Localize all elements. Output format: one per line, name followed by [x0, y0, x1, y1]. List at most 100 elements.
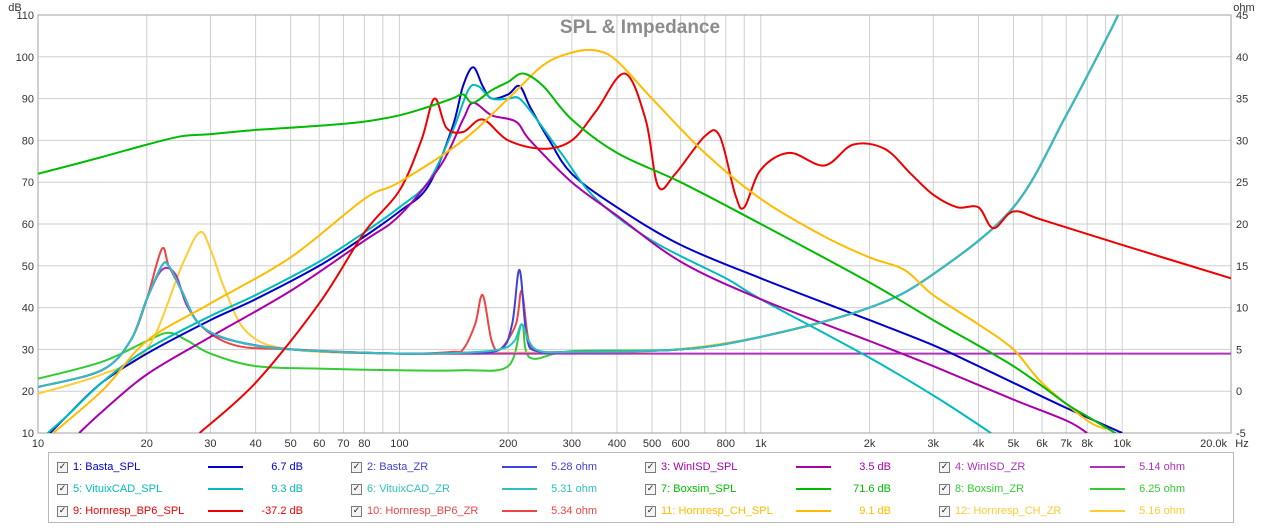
legend-line-swatch — [208, 488, 243, 490]
x-tick-label: 800 — [717, 438, 735, 450]
legend-series-name: 6: VituixCAD_ZR — [367, 483, 450, 495]
legend-series-value: 9.3 dB — [271, 483, 303, 495]
y-right-tick-label: -5 — [1236, 428, 1246, 440]
x-tick-label: 20 — [141, 438, 153, 450]
x-tick-label: 60 — [313, 438, 325, 450]
x-tick-label: 300 — [563, 438, 581, 450]
legend-checkbox[interactable]: ✓ — [939, 461, 950, 473]
legend-series-value: 6.25 ohm — [1139, 483, 1185, 495]
legend-item-hornresp-bp6-zr[interactable]: ✓ 10: Hornresp_BP6_ZR 5.34 ohm — [351, 501, 597, 521]
legend-checkbox[interactable]: ✓ — [645, 461, 656, 473]
y-right-tick-label: 15 — [1236, 261, 1248, 273]
series-line-winisd-spl — [78, 101, 1088, 433]
legend-item-vituixcad-spl[interactable]: ✓ 5: VituixCAD_SPL 9.3 dB — [57, 479, 303, 499]
x-tick-label: 4k — [973, 438, 985, 450]
left-axis-unit: dB — [8, 2, 21, 14]
series-line-vituixcad-zr — [38, 15, 1120, 388]
legend-line-swatch — [1090, 466, 1125, 468]
legend-series-value: -37.2 dB — [261, 505, 303, 517]
legend-series-name: 5: VituixCAD_SPL — [73, 483, 163, 495]
legend-line-swatch — [208, 466, 243, 468]
y-left-tick-label: 60 — [22, 219, 34, 231]
y-left-ticks: 10 20 30 40 50 60 70 80 90 100 110 — [16, 10, 34, 440]
legend-line-swatch — [796, 510, 831, 512]
x-tick-label: 2k — [864, 438, 876, 450]
legend-checkbox[interactable]: ✓ — [57, 461, 68, 473]
legend-series-name: 1: Basta_SPL — [73, 461, 141, 473]
legend-series-value: 5.34 ohm — [551, 505, 597, 517]
legend-checkbox[interactable]: ✓ — [645, 483, 656, 495]
legend-line-swatch — [1090, 510, 1125, 512]
legend: ✓ 1: Basta_SPL 6.7 dB ✓ 2: Basta_ZR 5.28 ohm ✓… — [48, 452, 1234, 523]
legend-item-basta-spl[interactable]: ✓ 1: Basta_SPL 6.7 dB — [57, 457, 303, 477]
legend-item-hornresp-ch-spl[interactable]: ✓ 11: Hornresp_CH_SPL 9.1 dB — [645, 501, 891, 521]
x-tick-label: 400 — [608, 438, 626, 450]
y-right-ticks: -5 0 5 10 15 20 25 30 35 40 45 — [1236, 10, 1248, 440]
x-tick-label: 100 — [390, 438, 408, 450]
y-left-tick-label: 40 — [22, 303, 34, 315]
series-line-boxsim-spl — [38, 72, 1118, 433]
legend-series-name: 4: WinISD_ZR — [955, 461, 1026, 473]
legend-line-swatch — [208, 510, 243, 512]
y-right-tick-label: 35 — [1236, 94, 1248, 106]
legend-item-hornresp-ch-zr[interactable]: ✓ 12: Hornresp_CH_ZR 5.16 ohm — [939, 501, 1185, 521]
series-line-vituixcad-spl — [46, 83, 993, 433]
legend-series-value: 9.1 dB — [859, 505, 891, 517]
x-tick-label: 6k — [1036, 438, 1048, 450]
series-line-winisd-zr — [38, 266, 1231, 388]
legend-checkbox[interactable]: ✓ — [351, 461, 362, 473]
legend-series-name: 2: Basta_ZR — [367, 461, 429, 473]
y-left-tick-label: 110 — [16, 10, 34, 22]
legend-item-boxsim-spl[interactable]: ✓ 7: Boxsim_SPL 71.6 dB — [645, 479, 891, 499]
legend-checkbox[interactable]: ✓ — [645, 505, 656, 517]
series-line-hornresp-bp6-spl — [198, 72, 1231, 433]
plot-frame — [37, 14, 1232, 434]
legend-checkbox[interactable]: ✓ — [939, 483, 950, 495]
y-right-tick-label: 5 — [1236, 344, 1242, 356]
x-ticks: 10 20 30 40 50 60 70 80 100 200 300 400 500 600 800 1k 2… — [32, 438, 1228, 450]
legend-line-swatch — [796, 466, 831, 468]
legend-checkbox[interactable]: ✓ — [57, 483, 68, 495]
x-tick-label: 40 — [249, 438, 261, 450]
x-tick-label: 30 — [204, 438, 216, 450]
legend-series-name: 7: Boxsim_SPL — [661, 483, 737, 495]
legend-item-winisd-spl[interactable]: ✓ 3: WinISD_SPL 3.5 dB — [645, 457, 891, 477]
x-tick-label: 50 — [284, 438, 296, 450]
legend-item-basta-zr[interactable]: ✓ 2: Basta_ZR 5.28 ohm — [351, 457, 597, 477]
x-tick-label: 200 — [499, 438, 517, 450]
y-right-tick-label: 10 — [1236, 303, 1248, 315]
grid — [38, 15, 1231, 433]
legend-line-swatch — [502, 466, 537, 468]
legend-checkbox[interactable]: ✓ — [57, 505, 68, 517]
legend-item-boxsim-zr[interactable]: ✓ 8: Boxsim_ZR 6.25 ohm — [939, 479, 1185, 499]
series-line-hornresp-ch-spl — [51, 48, 1107, 433]
y-left-tick-label: 90 — [22, 94, 34, 106]
legend-checkbox[interactable]: ✓ — [939, 505, 950, 517]
y-left-tick-label: 30 — [22, 344, 34, 356]
legend-checkbox[interactable]: ✓ — [351, 505, 362, 517]
legend-line-swatch — [502, 510, 537, 512]
legend-series-name: 9: Hornresp_BP6_SPL — [73, 505, 185, 517]
legend-checkbox[interactable]: ✓ — [351, 483, 362, 495]
legend-line-swatch — [796, 488, 831, 490]
legend-item-hornresp-bp6-spl[interactable]: ✓ 9: Hornresp_BP6_SPL -37.2 dB — [57, 501, 303, 521]
x-tick-label: 70 — [337, 438, 349, 450]
series-line-boxsim-zr — [38, 15, 1120, 380]
y-right-tick-label: 40 — [1236, 52, 1248, 64]
legend-series-value: 5.16 ohm — [1139, 505, 1185, 517]
y-left-tick-label: 10 — [22, 428, 34, 440]
y-left-tick-label: 20 — [22, 386, 34, 398]
legend-item-vituixcad-zr[interactable]: ✓ 6: VituixCAD_ZR 5.31 ohm — [351, 479, 597, 499]
legend-item-winisd-zr[interactable]: ✓ 4: WinISD_ZR 5.14 ohm — [939, 457, 1185, 477]
legend-series-name: 8: Boxsim_ZR — [955, 483, 1025, 495]
x-tick-label: 20.0k — [1200, 438, 1227, 450]
legend-series-value: 5.31 ohm — [551, 483, 597, 495]
series-line-basta-zr — [38, 15, 1120, 388]
legend-series-value: 5.28 ohm — [551, 461, 597, 473]
x-axis-unit: Hz — [1235, 438, 1248, 450]
x-tick-label: 10 — [32, 438, 44, 450]
y-right-tick-label: 25 — [1236, 177, 1248, 189]
legend-series-name: 3: WinISD_SPL — [661, 461, 738, 473]
series-line-hornresp-bp6-zr — [38, 15, 1120, 388]
right-axis-unit: ohm — [1233, 2, 1254, 14]
